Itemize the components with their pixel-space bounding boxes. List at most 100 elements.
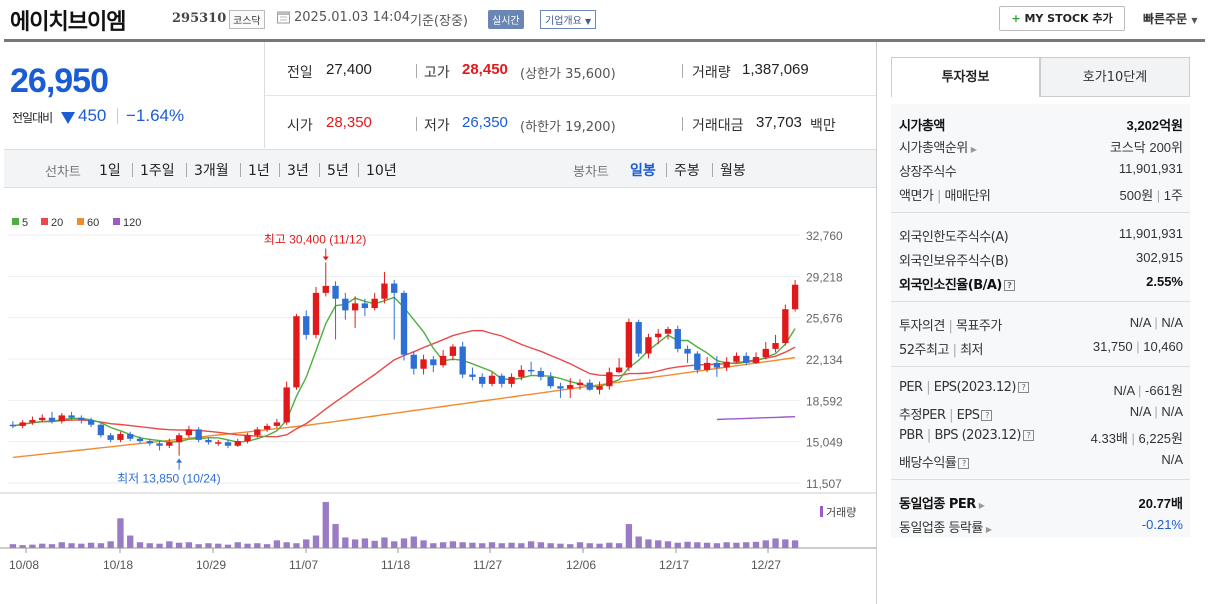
divider [117,108,118,124]
volume-bar [586,543,593,548]
volume-bar [29,544,36,548]
sector-per-label: 동일업종 PER [899,497,976,512]
line-chart-label: 선차트 [45,165,81,180]
volume-bar [391,541,398,548]
candle-body [488,375,496,384]
x-tick-label: 12/17 [659,558,689,572]
volume-bar [107,541,114,548]
w52-low-value: 10,460 [1143,339,1183,354]
volume-bar [68,543,75,548]
high-arrow-head-icon [322,256,329,261]
x-tick-label: 12/27 [751,558,781,572]
tab-orderbook[interactable]: 호가10단계 [1040,57,1190,97]
volume-bar [703,542,711,548]
amount-label: 거래대금 [692,118,744,134]
tab-line-2[interactable]: 3개월 [194,163,229,179]
w52-low-label: 최저 [960,343,984,358]
volume-bar [596,543,603,548]
tab-line-3[interactable]: 1년 [248,163,270,179]
legend-swatch-120 [113,218,120,225]
volume-bar [342,537,349,548]
candle-body [752,357,760,363]
candle-body [136,438,144,442]
candle-body [127,434,134,439]
volume-bar [537,542,545,548]
volume-bar [87,542,95,548]
volume-bar [263,544,271,548]
help-icon[interactable]: ? [958,458,970,469]
listed-shares-value: 11,901,931 [1118,161,1183,176]
candle-body [694,353,701,370]
candle-body [234,441,241,446]
help-icon[interactable]: ? [981,410,993,421]
tab-candle-0[interactable]: 일봉 [630,163,656,179]
w52-high-value: 31,750 [1092,339,1133,354]
tab-line-6[interactable]: 10년 [366,163,397,179]
volume-bar [371,540,378,548]
volume-bar [488,542,496,548]
divider [4,39,876,42]
volume-bar [361,538,369,548]
realtime-badge[interactable]: 실시간 [488,10,524,29]
candle-body [263,425,271,430]
help-icon[interactable]: ? [1003,280,1015,291]
volume-bar [498,543,505,548]
volume-legend-label: 거래량 [826,506,856,519]
candle-body [782,309,789,344]
foreign-limit-label: 외국인한도주식수(A) [899,230,1009,245]
volume-bar [283,542,290,548]
divider [132,163,133,177]
market-cap-rank-link[interactable]: 시가총액순위 ▶ [899,137,977,156]
help-icon[interactable]: ? [1023,430,1034,441]
divider [891,212,1190,213]
dividend-label: 배당수익률 [899,456,957,471]
volume-bar [674,542,681,548]
tab-line-4[interactable]: 3년 [287,163,309,179]
low-value: 26,350 [462,114,508,131]
tab-candle-1[interactable]: 주봉 [674,163,700,179]
market-cap-label: 시가총액 [899,119,945,134]
quick-order-button[interactable]: 빠른주문 ▼ [1143,10,1198,27]
volume-bar [410,536,417,548]
candle-body [117,434,124,440]
sector-change-value: -0.21% [1141,517,1183,532]
volume-bar [117,518,124,548]
tab-line-1[interactable]: 1주일 [140,163,175,179]
corp-info-button[interactable]: 기업개요 ▼ [540,10,597,29]
help-icon[interactable]: ? [1017,382,1029,393]
candle-body [293,316,300,388]
volume-bar [655,540,662,548]
tab-invest-info[interactable]: 투자정보 [891,57,1040,97]
price-chart[interactable]: 5 20 60 120 32,760 29,218 25,676 22,134 18,592 15… [0,200,876,604]
tab-candle-2[interactable]: 월봉 [720,163,746,179]
chart-tab-bar [4,149,876,188]
bps-value: 6,225원 [1138,431,1184,446]
sector-change-link[interactable]: 동일업종 등락률 ▶ [899,517,992,536]
stock-name: 에이치브이엠 [10,10,126,35]
divider [682,117,683,131]
tab-line-5[interactable]: 5년 [327,163,349,179]
foreign-limit-value: 11,901,931 [1118,226,1183,241]
candle-body [645,337,652,354]
est-per-value: N/A [1129,404,1151,419]
volume-bar [9,544,17,548]
candle-body [791,284,799,310]
amount-unit: 백만 [810,118,836,134]
chevron-down-icon: ▼ [1191,16,1198,25]
chevron-down-icon: ▼ [585,17,592,26]
volume-bar [224,544,232,548]
divider [358,163,359,177]
volume-bar [156,543,163,548]
sector-per-link[interactable]: 동일업종 PER ▶ [899,493,985,512]
candle-body [185,429,193,436]
candle-body [703,362,711,370]
ma60-line [12,356,796,459]
volume-bar [518,543,525,548]
candle-body [48,417,56,422]
volume-bar [772,538,779,548]
volume-bar [146,543,153,548]
tab-line-0[interactable]: 1일 [99,163,121,179]
volume-bar [782,539,789,548]
divider [186,163,187,177]
my-stock-add-button[interactable]: + MY STOCK 추가 [999,6,1125,31]
